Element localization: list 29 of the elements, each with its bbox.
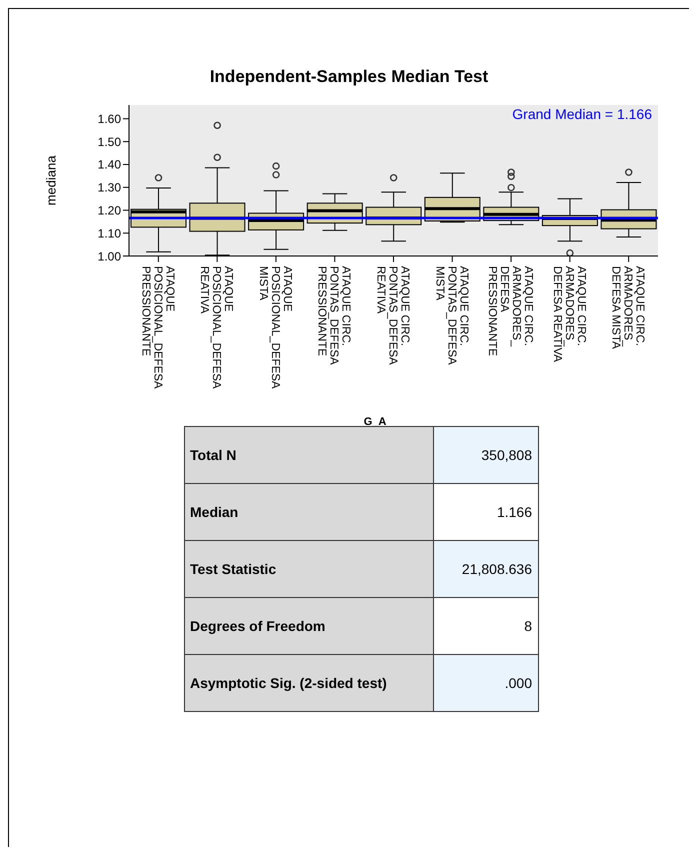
x-tick-label: ATAQUE CIRC. PONTAS_DEFESA REATIVA <box>374 266 410 366</box>
y-tick-label: 1.50 <box>98 134 122 149</box>
chart-title: Independent-Samples Median Test <box>208 67 490 87</box>
x-tick-label: ATAQUE POSICIONAL_DEFESA PRESSIONANTE <box>139 266 176 390</box>
y-axis-title: mediana <box>44 154 59 206</box>
text: Total N <box>184 426 434 484</box>
text: .000 <box>434 654 538 712</box>
x-tick-label: ATAQUE CIRC. ARMADORES_ DEFESA REATIVA <box>550 266 587 362</box>
x-tick-label: ATAQUE CIRC. PONTAS_DEFESA PRESSIONANTE <box>316 266 352 366</box>
x-tick-label: ATAQUE CIRC. ARMADORES_ DEFESA PRESSIONANTE <box>486 266 534 356</box>
ref-line-label: Grand Median = 1.166 <box>512 106 652 122</box>
text: Test Statistic <box>184 540 434 598</box>
text: 1.166 <box>434 484 538 540</box>
text: 21,808.636 <box>434 540 538 598</box>
x-tick-label: ATAQUE CIRC. ARMADORES_ DEFESA MISTA <box>610 266 646 350</box>
y-tick-label: 1.30 <box>98 180 122 195</box>
text: 350,808 <box>434 426 538 484</box>
y-tick-label: 1.10 <box>98 226 122 240</box>
text: Median <box>184 484 434 540</box>
x-tick-label: ATAQUE POSICIONAL_DEFESA MISTA <box>256 266 293 390</box>
text: Asymptotic Sig. (2-sided test) <box>184 654 434 712</box>
text: Degrees of Freedom <box>184 598 434 654</box>
x-tick-label: ATAQUE POSICIONAL_DEFESA REATIVA <box>198 266 234 390</box>
x-tick-label: ATAQUE CIRC. PONTAS_DEFESA MISTA <box>433 266 470 366</box>
y-tick-label: 1.40 <box>98 158 122 172</box>
y-tick-label: 1.20 <box>98 204 122 218</box>
y-tick-label: 1.60 <box>98 112 122 126</box>
text: 8 <box>434 598 538 654</box>
y-tick-label: 1.00 <box>98 249 122 264</box>
